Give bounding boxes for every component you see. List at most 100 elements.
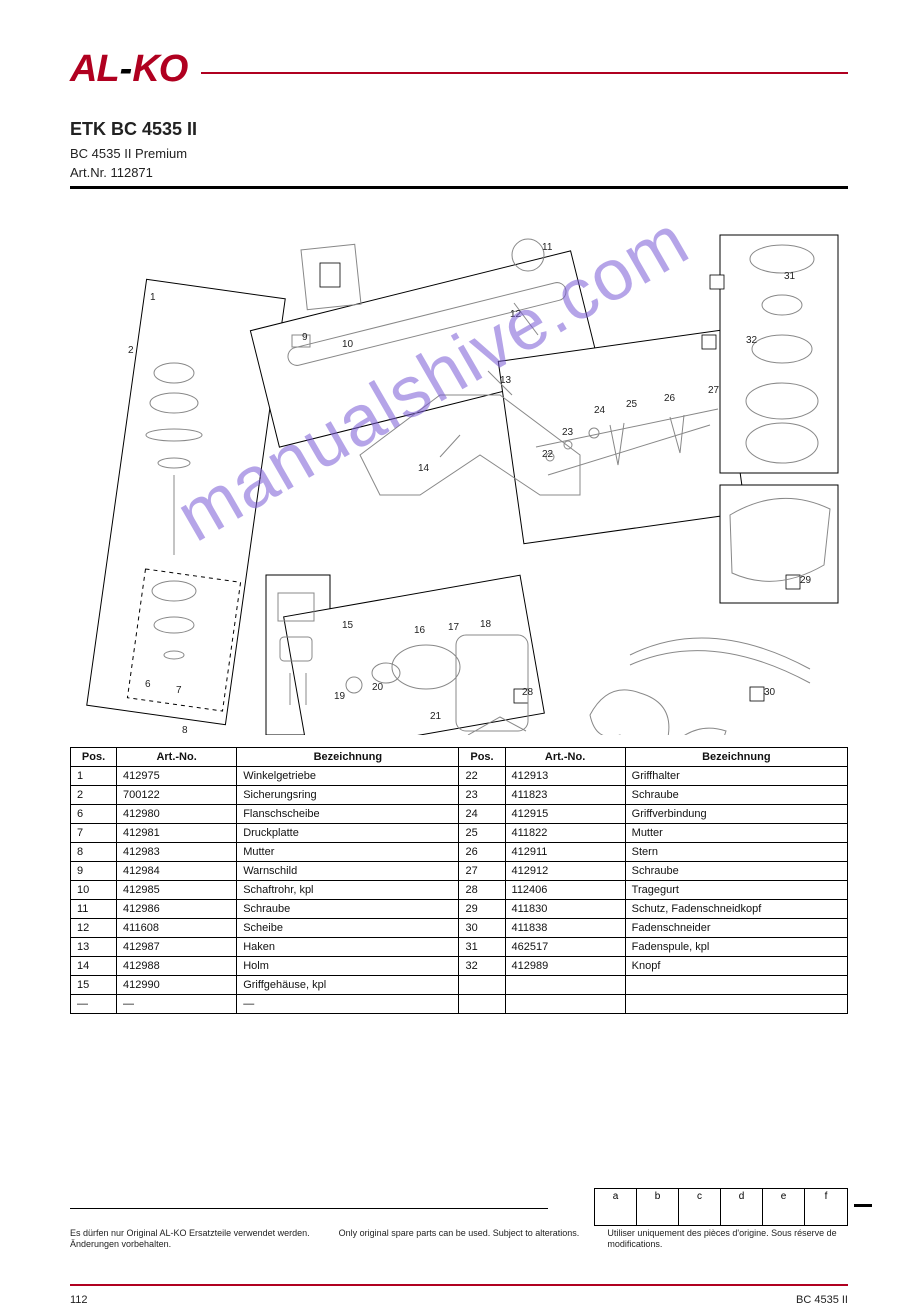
- table-cell: 31: [459, 938, 505, 957]
- footer-col-en: Only original spare parts can be used. S…: [339, 1228, 580, 1251]
- table-cell: —: [237, 995, 459, 1014]
- table-cell: Griffverbindung: [625, 805, 847, 824]
- table-cell: 411823: [505, 786, 625, 805]
- footer-letter-cell: f: [805, 1189, 847, 1225]
- table-cell: 412981: [117, 824, 237, 843]
- table-cell: 25: [459, 824, 505, 843]
- table-cell: 27: [459, 862, 505, 881]
- table-row: ———: [71, 995, 848, 1014]
- footer-columns: Es dürfen nur Original AL-KO Ersatzteile…: [70, 1228, 848, 1251]
- table-cell: [625, 976, 847, 995]
- callout-label: 10: [342, 339, 354, 350]
- table-cell: Winkelgetriebe: [237, 767, 459, 786]
- etk-product-line: BC 4535 II Premium: [70, 146, 848, 161]
- etk-artno: Art.Nr. 112871: [70, 165, 848, 180]
- footer-dash: [854, 1204, 872, 1207]
- table-cell: 7: [71, 824, 117, 843]
- table-cell: 412983: [117, 843, 237, 862]
- callout-label: 12: [510, 309, 522, 320]
- table-cell: Schutz, Fadenschneidkopf: [625, 900, 847, 919]
- table-row: 10412985Schaftrohr, kpl28112406Tragegurt: [71, 881, 848, 900]
- callout-label: 14: [418, 463, 430, 474]
- table-cell: 412913: [505, 767, 625, 786]
- callout-label: 13: [500, 375, 512, 386]
- table-header: Bezeichnung: [625, 748, 847, 767]
- footer-red-rule: [70, 1284, 848, 1286]
- callout-label: 9: [302, 332, 308, 343]
- table-cell: Scheibe: [237, 919, 459, 938]
- logo-ko: KO: [132, 48, 187, 91]
- table-row: 12411608Scheibe30411838Fadenschneider: [71, 919, 848, 938]
- table-cell: 412990: [117, 976, 237, 995]
- callout-label: 6: [145, 679, 151, 690]
- callout-label: 15: [342, 620, 354, 631]
- table-cell: 1: [71, 767, 117, 786]
- table-cell: 24: [459, 805, 505, 824]
- etk-artno-label: Art.Nr.: [70, 165, 107, 180]
- table-cell: 15: [71, 976, 117, 995]
- table-cell: 112406: [505, 881, 625, 900]
- table-cell: 412989: [505, 957, 625, 976]
- logo-al: AL: [70, 48, 119, 91]
- etk-block: ETK BC 4535 II BC 4535 II Premium Art.Nr…: [70, 119, 848, 189]
- callout-label: 29: [800, 575, 812, 586]
- table-cell: 13: [71, 938, 117, 957]
- table-cell: 26: [459, 843, 505, 862]
- table-cell: [505, 995, 625, 1014]
- table-cell: 412986: [117, 900, 237, 919]
- table-cell: 412975: [117, 767, 237, 786]
- footer-col-fr: Utiliser uniquement des pièces d'origine…: [607, 1228, 848, 1251]
- table-cell: 6: [71, 805, 117, 824]
- table-cell: Stern: [625, 843, 847, 862]
- table-cell: 411608: [117, 919, 237, 938]
- callout-label: 31: [784, 271, 796, 282]
- callout-label: 18: [480, 619, 492, 630]
- table-cell: 2: [71, 786, 117, 805]
- table-cell: 411822: [505, 824, 625, 843]
- table-row: 13412987Haken31462517Fadenspule, kpl: [71, 938, 848, 957]
- table-cell: 29: [459, 900, 505, 919]
- table-cell: [459, 995, 505, 1014]
- table-cell: 412980: [117, 805, 237, 824]
- brand-logo: AL - KO: [70, 48, 187, 91]
- callout-label: 1: [150, 292, 156, 303]
- callout-label: 23: [562, 427, 574, 438]
- parts-table: Pos.Art.-No.BezeichnungPos.Art.-No.Bezei…: [70, 747, 848, 1014]
- callout-label: 22: [542, 449, 554, 460]
- page-number: 112: [70, 1294, 88, 1306]
- table-cell: Griffhalter: [625, 767, 847, 786]
- table-cell: 412912: [505, 862, 625, 881]
- callout-label: 28: [522, 687, 534, 698]
- table-cell: Schraube: [625, 786, 847, 805]
- footer-thin-rule: [70, 1208, 548, 1209]
- footer-letter-cell: d: [721, 1189, 763, 1225]
- table-cell: 412988: [117, 957, 237, 976]
- table-cell: Fadenspule, kpl: [625, 938, 847, 957]
- table-cell: 11: [71, 900, 117, 919]
- etk-title: ETK BC 4535 II: [70, 119, 848, 140]
- table-cell: Fadenschneider: [625, 919, 847, 938]
- callout-label: 27: [708, 385, 720, 396]
- table-cell: 412984: [117, 862, 237, 881]
- callout-label: 32: [746, 335, 758, 346]
- table-cell: 412987: [117, 938, 237, 957]
- table-cell: —: [117, 995, 237, 1014]
- table-cell: Tragegurt: [625, 881, 847, 900]
- callout-label: 30: [764, 687, 776, 698]
- table-row: 15412990Griffgehäuse, kpl: [71, 976, 848, 995]
- table-cell: 10: [71, 881, 117, 900]
- footer-product-id: BC 4535 II: [796, 1294, 848, 1306]
- table-cell: Warnschild: [237, 862, 459, 881]
- table-cell: 412985: [117, 881, 237, 900]
- table-cell: 412915: [505, 805, 625, 824]
- table-cell: Haken: [237, 938, 459, 957]
- callout-label: 24: [594, 405, 606, 416]
- table-row: 2700122Sicherungsring23411823Schraube: [71, 786, 848, 805]
- table-cell: 462517: [505, 938, 625, 957]
- table-row: 7412981Druckplatte25411822Mutter: [71, 824, 848, 843]
- table-cell: 22: [459, 767, 505, 786]
- footer-col-de: Es dürfen nur Original AL-KO Ersatzteile…: [70, 1228, 311, 1251]
- table-cell: Holm: [237, 957, 459, 976]
- table-cell: 12: [71, 919, 117, 938]
- callout-label: 20: [372, 682, 384, 693]
